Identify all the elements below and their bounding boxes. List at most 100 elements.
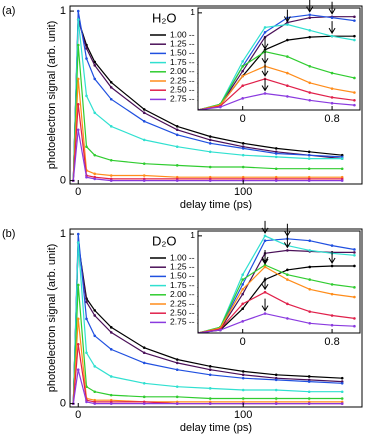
panel-label: (a)	[2, 5, 15, 17]
data-point	[241, 292, 244, 296]
data-point	[330, 71, 334, 75]
data-point	[142, 108, 146, 111]
data-point	[308, 16, 312, 20]
data-point	[353, 34, 356, 38]
data-point	[109, 326, 113, 329]
data-point	[308, 81, 312, 85]
data-point	[340, 179, 344, 182]
data-point	[85, 145, 88, 149]
data-point	[241, 320, 244, 323]
data-point	[85, 175, 88, 179]
data-point	[93, 60, 97, 64]
data-point	[274, 402, 278, 405]
series-line	[72, 242, 343, 404]
y-tick-label: 0	[60, 398, 66, 410]
peak-arrow	[328, 21, 336, 35]
data-point	[263, 92, 267, 95]
data-point	[241, 97, 244, 100]
x-tick-label: 0	[75, 186, 81, 198]
data-point	[85, 47, 88, 50]
data-point	[340, 397, 344, 400]
data-point	[340, 167, 344, 171]
data-point	[274, 147, 278, 150]
data-point	[340, 376, 344, 380]
x-tick-label: 100	[234, 186, 252, 198]
data-point	[263, 26, 267, 29]
inset-y-tick-label: 1	[190, 230, 195, 240]
data-point	[330, 101, 334, 105]
data-point	[330, 264, 334, 268]
data-point	[208, 402, 212, 405]
data-point	[85, 317, 88, 321]
inset-x-tick-label: 0.8	[324, 113, 339, 125]
data-point	[109, 97, 113, 101]
data-point	[274, 152, 278, 155]
data-point	[307, 157, 311, 160]
data-point	[76, 18, 80, 21]
data-point	[241, 307, 244, 311]
data-point	[109, 80, 113, 84]
data-point	[208, 150, 212, 154]
data-point	[208, 179, 212, 182]
data-point	[263, 265, 267, 269]
data-point	[175, 164, 179, 167]
data-point	[142, 351, 146, 355]
x-tick-label: 100	[234, 409, 252, 421]
data-point	[353, 38, 356, 42]
data-point	[142, 179, 146, 182]
data-point	[241, 283, 244, 286]
data-point	[274, 388, 278, 392]
inset-x-tick-label: 0	[240, 113, 246, 125]
data-point	[286, 278, 289, 281]
data-point	[274, 155, 278, 159]
series-line	[72, 369, 343, 405]
data-point	[308, 64, 312, 68]
data-point	[353, 324, 356, 328]
data-point	[85, 57, 88, 60]
y-tick-label: 0	[60, 175, 66, 187]
series-line	[72, 19, 343, 181]
peak-arrow	[261, 298, 269, 312]
panel-label: (b)	[2, 228, 15, 240]
series-line	[72, 10, 343, 181]
data-point	[175, 133, 179, 137]
data-point	[208, 368, 212, 372]
data-point	[307, 390, 311, 394]
data-point	[93, 314, 97, 317]
data-point	[286, 302, 289, 306]
data-point	[142, 174, 146, 177]
data-point	[330, 87, 334, 90]
series-line	[72, 78, 343, 181]
data-point	[208, 373, 212, 377]
data-point	[175, 179, 179, 182]
data-point	[286, 23, 289, 26]
data-point	[85, 94, 88, 98]
data-point	[286, 249, 289, 252]
data-point	[142, 119, 146, 123]
data-point	[76, 9, 80, 13]
series-line	[198, 51, 355, 110]
peak-arrow	[283, 9, 291, 23]
data-point	[241, 74, 244, 78]
data-point	[274, 373, 278, 377]
data-point	[93, 77, 97, 81]
data-point	[353, 251, 356, 254]
data-point	[76, 103, 80, 106]
data-point	[330, 283, 334, 286]
data-point	[208, 387, 212, 390]
series-line	[72, 129, 343, 182]
series-line	[72, 318, 343, 404]
data-point	[330, 292, 334, 296]
series-line	[198, 312, 355, 333]
data-point	[308, 278, 312, 281]
data-point	[76, 77, 80, 81]
data-point	[307, 380, 311, 383]
data-point	[175, 145, 179, 149]
data-point	[353, 317, 356, 320]
data-point	[286, 21, 289, 24]
data-point	[353, 248, 356, 251]
data-point	[109, 402, 113, 405]
data-point	[76, 241, 80, 244]
data-point	[76, 128, 80, 132]
data-point	[308, 265, 312, 269]
